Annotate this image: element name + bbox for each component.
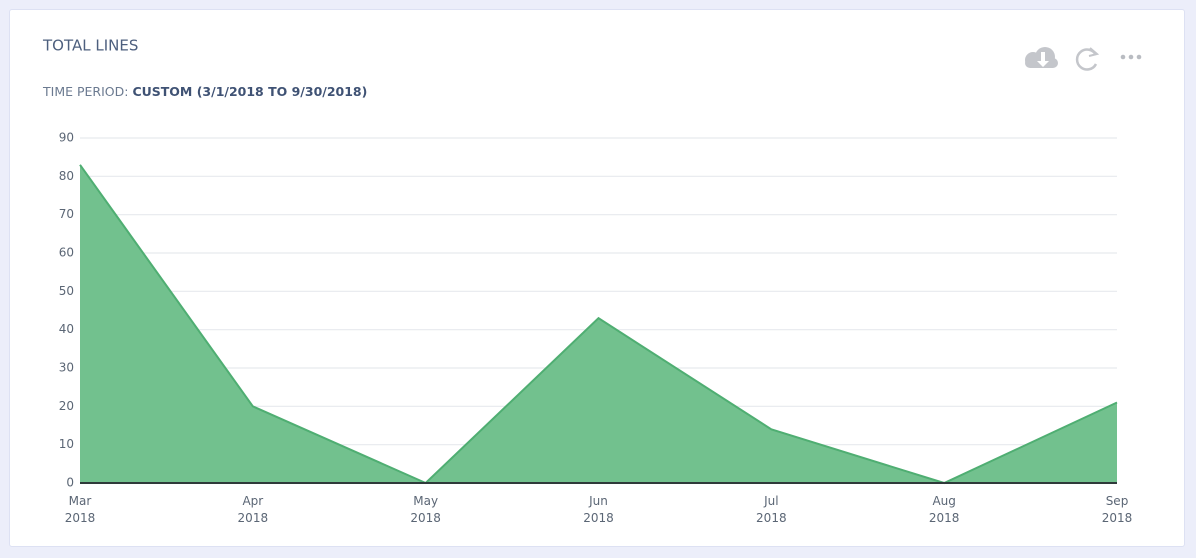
area <box>80 164 1117 484</box>
y-tick-label: 0 <box>66 476 74 490</box>
x-tick-label: Jul 2018 <box>756 494 787 525</box>
y-tick-label: 70 <box>59 207 74 221</box>
x-tick-label: Sep 2018 <box>1101 494 1133 525</box>
y-tick-label: 50 <box>59 284 74 298</box>
subtitle: TIME PERIOD: CUSTOM (3/1/2018 TO 9/30/20… <box>42 84 367 99</box>
y-tick-label: 40 <box>59 322 74 336</box>
download-icon[interactable] <box>1025 47 1058 68</box>
y-tick-label: 30 <box>59 361 74 375</box>
y-tick-label: 20 <box>59 399 74 413</box>
x-tick-label: Jun 2018 <box>583 494 614 525</box>
more-icon[interactable] <box>1120 54 1142 60</box>
x-tick-label: Apr 2018 <box>237 494 269 525</box>
chart-title: TOTAL LINES <box>42 37 138 55</box>
y-tick-label: 60 <box>59 246 74 260</box>
subtitle-label: TIME PERIOD: <box>42 84 128 99</box>
x-tick-label: Mar 2018 <box>64 494 96 525</box>
x-tick-label: Aug 2018 <box>928 494 960 525</box>
y-tick-label: 80 <box>59 169 74 183</box>
refresh-icon[interactable] <box>1075 47 1100 71</box>
y-tick-label: 90 <box>59 131 74 145</box>
subtitle-value: CUSTOM (3/1/2018 TO 9/30/2018) <box>132 84 367 99</box>
y-tick-label: 10 <box>59 437 74 451</box>
x-tick-label: May 2018 <box>410 494 441 525</box>
